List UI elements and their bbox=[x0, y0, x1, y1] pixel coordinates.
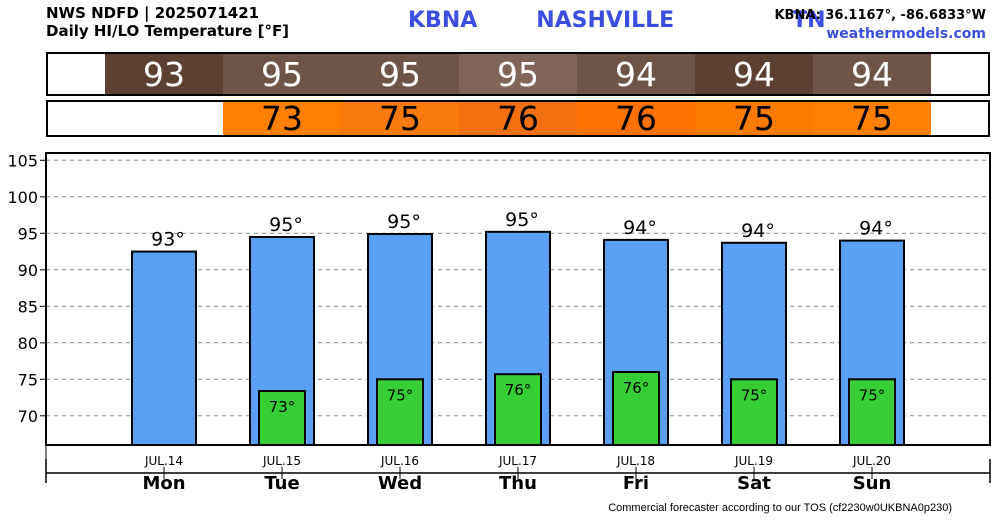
date-label: JUL.15 bbox=[262, 454, 301, 468]
y-tick-label: 100 bbox=[7, 188, 38, 207]
low-label: 76° bbox=[505, 381, 532, 399]
high-bar bbox=[131, 250, 197, 446]
high-temp-cell: 94 bbox=[577, 54, 695, 94]
high-label: 95° bbox=[269, 214, 303, 236]
low-bar bbox=[730, 378, 778, 446]
low-temp-cell: 75 bbox=[813, 99, 931, 138]
day-label: Tue bbox=[264, 473, 299, 494]
footer-note: Commercial forecaster according to our T… bbox=[608, 502, 952, 514]
product-line: NWS NDFD | 2025071421 bbox=[46, 4, 260, 22]
date-label: JUL.16 bbox=[380, 454, 419, 468]
date-label: JUL.19 bbox=[734, 454, 773, 468]
low-label: 75° bbox=[741, 386, 768, 404]
y-tick-label: 80 bbox=[18, 334, 38, 353]
low-temp-cell: 75 bbox=[341, 99, 459, 138]
low-temp-band: 73 75 76 76 75 75 bbox=[46, 99, 990, 138]
high-label: 93° bbox=[151, 229, 185, 251]
low-temp-cell: 76 bbox=[577, 99, 695, 138]
day-label: Fri bbox=[623, 473, 649, 494]
date-label: JUL.18 bbox=[616, 454, 655, 468]
high-label: 95° bbox=[505, 209, 539, 231]
high-temp-band: 93 95 95 95 94 94 94 bbox=[46, 52, 990, 96]
y-tick-label: 95 bbox=[18, 224, 38, 243]
day-label: Sat bbox=[737, 473, 771, 494]
day-label: Sun bbox=[853, 473, 892, 494]
high-temp-cell: 94 bbox=[695, 54, 813, 94]
low-label: 75° bbox=[859, 386, 886, 404]
date-label: JUL.20 bbox=[852, 454, 891, 468]
high-temp-cell: 93 bbox=[105, 54, 223, 94]
y-tick-label: 105 bbox=[7, 151, 38, 170]
high-temp-cell: 94 bbox=[813, 54, 931, 94]
low-label: 75° bbox=[387, 386, 414, 404]
high-label: 94° bbox=[859, 218, 893, 240]
high-temp-cell: 95 bbox=[223, 54, 341, 94]
high-temp-cell: 95 bbox=[459, 54, 577, 94]
high-label: 94° bbox=[741, 220, 775, 242]
low-bar bbox=[376, 378, 424, 446]
low-bar bbox=[258, 389, 306, 446]
y-tick-label: 70 bbox=[18, 407, 38, 426]
low-bar bbox=[848, 378, 896, 446]
high-label: 94° bbox=[623, 217, 657, 239]
product-info: NWS NDFD | 2025071421 Daily HI/LO Temper… bbox=[46, 4, 289, 40]
y-tick-label: 85 bbox=[18, 297, 38, 316]
day-label: Thu bbox=[499, 473, 537, 494]
date-label: JUL.14 bbox=[144, 454, 183, 468]
plot-frame bbox=[45, 152, 991, 446]
date-label: JUL.17 bbox=[498, 454, 537, 468]
high-temp-cell: 95 bbox=[341, 54, 459, 94]
day-label: Wed bbox=[378, 473, 422, 494]
temperature-chart: 70 75 80 85 90 95 100 105 93° 95° 95° 95° 94° 94° 94° 7… bbox=[7, 151, 991, 494]
day-label: Mon bbox=[142, 473, 185, 494]
low-bar bbox=[612, 371, 660, 446]
station-coords: KBNA: 36.1167°, -86.6833°W bbox=[774, 8, 986, 23]
low-label: 73° bbox=[269, 398, 296, 416]
high-label: 95° bbox=[387, 211, 421, 233]
y-tick-label: 75 bbox=[18, 370, 38, 389]
low-label: 76° bbox=[623, 379, 650, 397]
low-temp-cell: 76 bbox=[459, 99, 577, 138]
low-temp-cell: 73 bbox=[223, 99, 341, 138]
product-subtitle: Daily HI/LO Temperature [°F] bbox=[46, 22, 290, 40]
site-link[interactable]: weathermodels.com bbox=[826, 26, 986, 42]
low-temp-cell: 75 bbox=[695, 99, 813, 138]
station-title: KBNA NASHVILLE TN bbox=[408, 8, 826, 33]
y-tick-label: 90 bbox=[18, 261, 38, 280]
station-info: KBNA: 36.1167°, -86.6833°W weathermodels… bbox=[774, 6, 986, 44]
